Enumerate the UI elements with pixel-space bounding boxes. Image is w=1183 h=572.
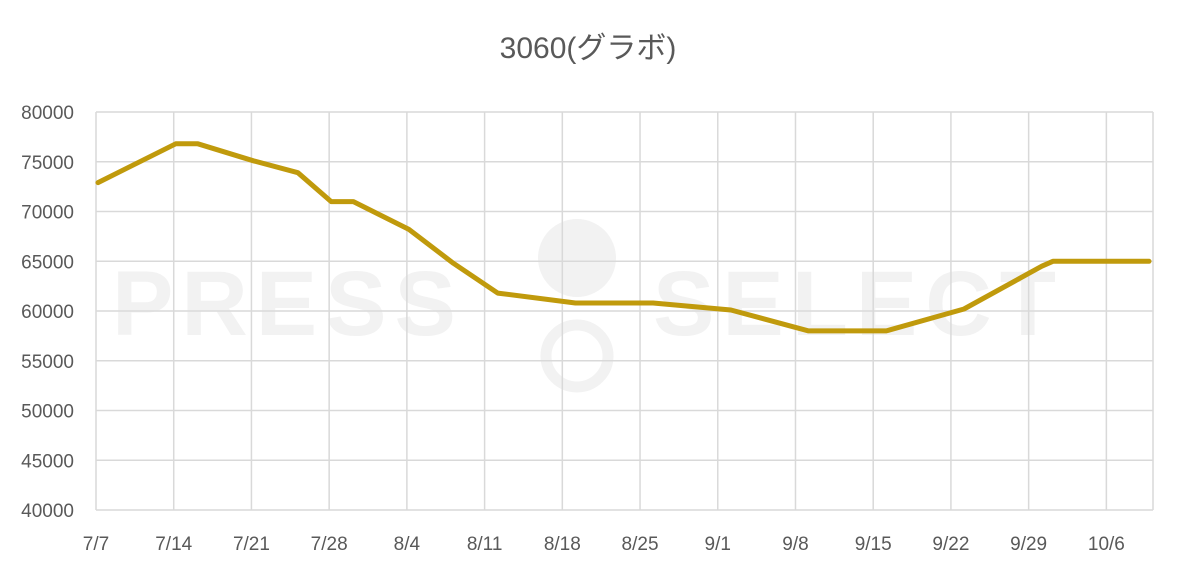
x-tick-label: 7/28 [311, 534, 348, 555]
x-tick-label: 9/29 [1010, 534, 1047, 555]
x-tick-label: 8/25 [622, 534, 659, 555]
x-tick-label: 7/21 [233, 534, 270, 555]
x-tick-label: 8/18 [544, 534, 581, 555]
watermark-left-text: PRESS [112, 253, 464, 355]
watermark: PRESS SELECT [112, 219, 1064, 393]
watermark-right-text: SELECT [653, 253, 1064, 355]
x-tick-label: 7/7 [83, 534, 109, 555]
y-tick-label: 40000 [21, 501, 74, 522]
x-tick-label: 8/11 [467, 534, 503, 555]
chart-title: 3060(グラボ) [500, 32, 677, 65]
x-tick-label: 9/22 [932, 534, 969, 555]
x-tick-label: 7/14 [155, 534, 192, 555]
y-tick-label: 70000 [21, 203, 74, 224]
series-line [95, 141, 1152, 334]
watermark-dot-icon [538, 219, 616, 297]
y-tick-label: 60000 [21, 302, 74, 323]
grid [95, 111, 1154, 511]
y-tick-label: 55000 [21, 352, 74, 373]
y-tick-label: 65000 [21, 252, 74, 273]
y-tick-label: 50000 [21, 402, 74, 423]
x-tick-label: 9/15 [855, 534, 892, 555]
x-axis-ticks: 7/7 7/14 7/21 7/28 8/4 8/11 8/18 8/25 9/1 9/8 9/15… [83, 534, 1125, 555]
x-tick-label: 8/4 [394, 534, 421, 555]
series-layer [95, 141, 1152, 334]
x-tick-label: 9/1 [705, 534, 731, 555]
y-tick-label: 45000 [21, 451, 74, 472]
y-tick-label: 75000 [21, 153, 74, 174]
y-tick-label: 80000 [21, 103, 74, 124]
x-tick-label: 10/6 [1088, 534, 1125, 555]
watermark-ring-icon [540, 319, 614, 393]
y-axis-ticks: 40000 45000 50000 55000 60000 65000 70000 75000… [21, 103, 74, 522]
x-tick-label: 9/8 [782, 534, 808, 555]
